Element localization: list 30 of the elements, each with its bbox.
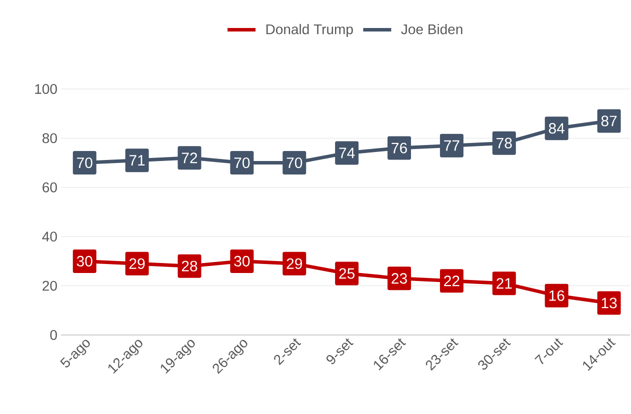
data-label: 16 xyxy=(549,290,564,301)
data-label: 72 xyxy=(182,152,198,164)
data-label: 25 xyxy=(339,268,355,279)
data-label: 70 xyxy=(234,157,250,168)
data-label: 23 xyxy=(392,273,407,284)
data-label: 29 xyxy=(129,258,145,269)
data-label: 78 xyxy=(496,138,512,148)
data-label: 28 xyxy=(182,260,198,272)
data-label: 22 xyxy=(444,276,460,286)
legend-label: Joe Biden xyxy=(401,24,462,34)
data-label: 77 xyxy=(444,140,460,151)
data-label: 84 xyxy=(548,123,564,134)
y-tick-label: 0 xyxy=(50,330,57,340)
data-label: 76 xyxy=(392,142,407,154)
data-label: 74 xyxy=(339,148,355,158)
y-tick-label: 20 xyxy=(42,280,57,291)
y-tick-label: 60 xyxy=(42,182,57,192)
y-tick-label: 40 xyxy=(42,232,57,242)
data-label: 29 xyxy=(286,258,302,269)
y-tick-label: 80 xyxy=(42,133,57,144)
data-label: 30 xyxy=(76,256,92,267)
data-label: 70 xyxy=(77,157,92,168)
data-label: 70 xyxy=(286,157,302,168)
data-label: 87 xyxy=(601,116,617,126)
data-label: 30 xyxy=(234,256,250,267)
data-label: 13 xyxy=(602,298,617,308)
legend-label: Donald Trump xyxy=(266,24,353,38)
data-label: 21 xyxy=(496,278,512,289)
y-tick-label: 100 xyxy=(35,84,57,94)
data-label: 71 xyxy=(129,155,145,166)
